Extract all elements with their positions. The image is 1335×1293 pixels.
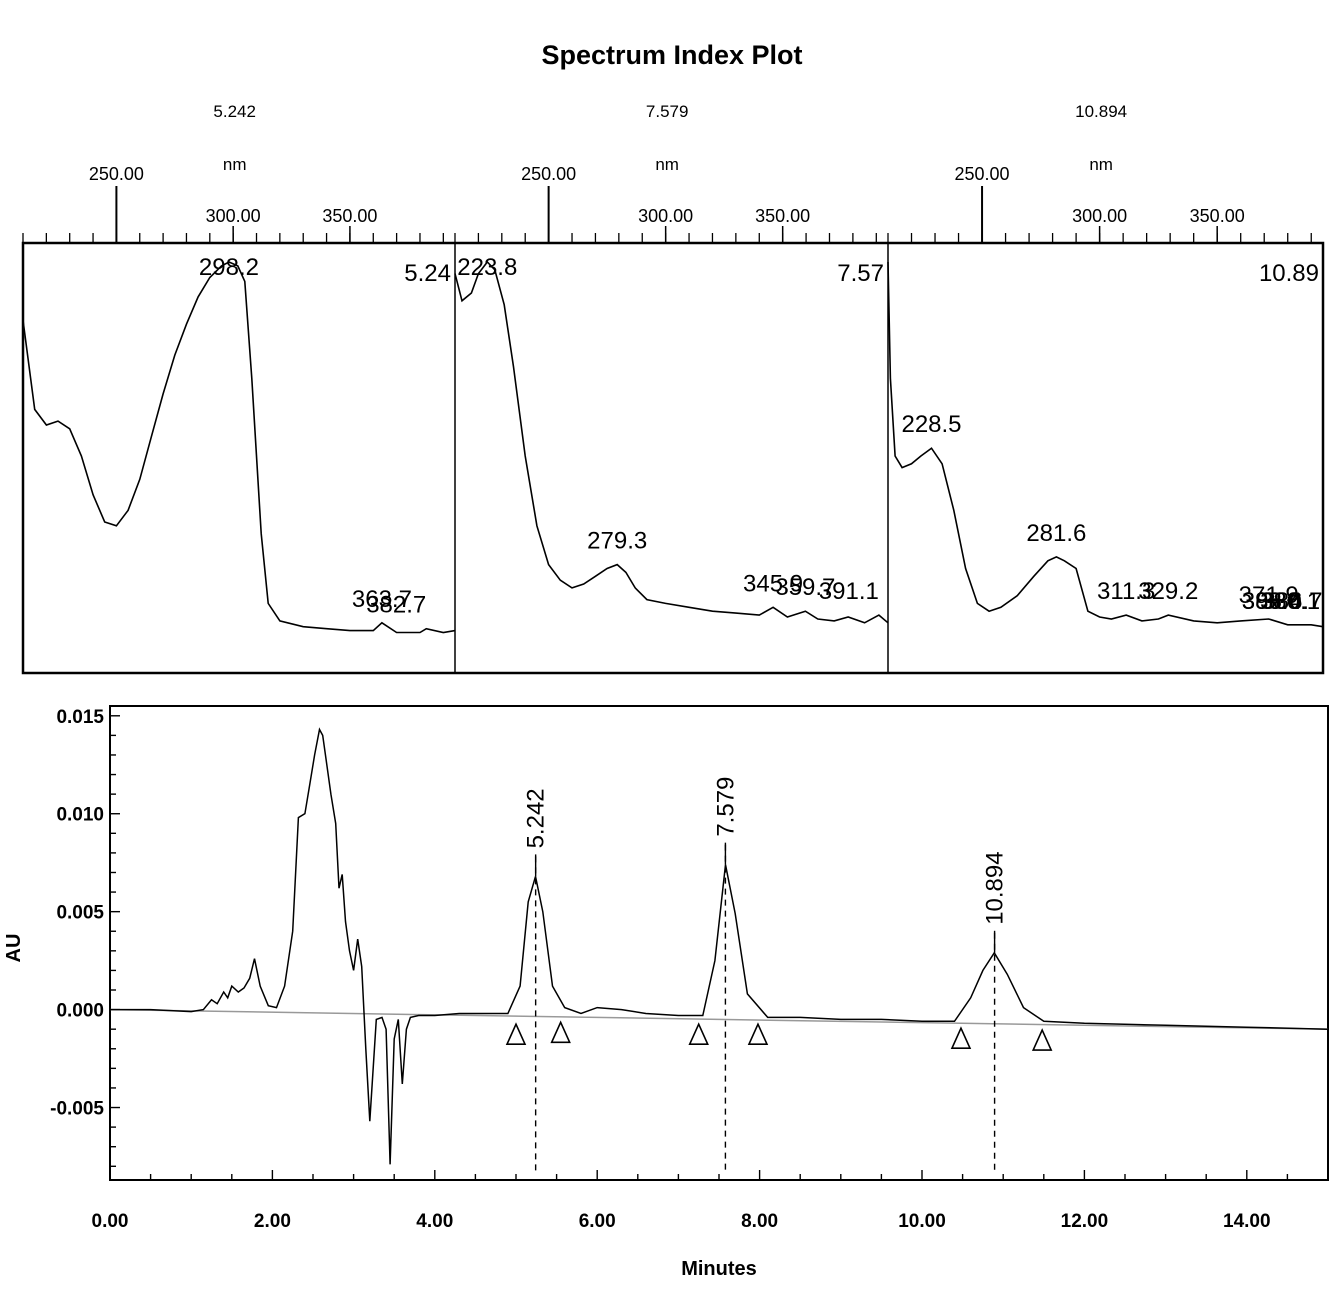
spectrum-tick-label: 300.00 xyxy=(638,206,693,226)
uv-spectrum-3: 10.894 nm 250.00 300.00 350.00 10.89 228.5 281.… xyxy=(887,102,1324,628)
spectrum-tick-label: 350.00 xyxy=(322,206,377,226)
spectrum-tick-label: 300.00 xyxy=(206,206,261,226)
spectrum-peak-label: 345.9 xyxy=(743,570,803,597)
spectrum-peak-label: 298.2 xyxy=(199,254,259,281)
spectrum-unit-label: nm xyxy=(655,155,679,174)
chrom-y-axis-title: AU xyxy=(3,934,25,963)
spectrum-peak-label: 388.0 xyxy=(1242,588,1302,615)
spectrum-corner-label: 10.89 xyxy=(1259,260,1319,287)
uv-spectrum-2: 7.579 nm 250.00 300.00 350.00 7.57 223.8 279.3 3… xyxy=(454,102,889,624)
chrom-y-tick-label: 0.015 xyxy=(56,707,104,728)
chrom-x-axis-title: Minutes xyxy=(681,1258,757,1280)
spectrum-tick-label: 300.00 xyxy=(1072,206,1127,226)
spectrum-corner-label: 7.57 xyxy=(837,260,884,287)
spectrum-tick-label: 350.00 xyxy=(755,206,810,226)
spectrum-peak-label: 363.7 xyxy=(352,586,412,613)
chromatogram-panel: 0.00 2.00 4.00 6.00 8.00 10.00 12.00 14.00 0.015… xyxy=(3,705,1329,1280)
spectrum-peak-label: 311.3 xyxy=(1097,578,1155,605)
spectrum-peak-label: 371.9 xyxy=(1239,582,1299,609)
chrom-x-tick-label: 10.00 xyxy=(898,1211,946,1232)
chrom-x-tick-label: 14.00 xyxy=(1223,1211,1271,1232)
spectrum-peak-label: 228.5 xyxy=(901,411,961,438)
spectrum-tick-label: 250.00 xyxy=(89,164,144,184)
spectrum-tick-label: 350.00 xyxy=(1190,206,1245,226)
chrom-baseline xyxy=(109,1008,1329,1030)
spectrum-peak-label: 391.1 xyxy=(819,578,879,605)
chrom-peak-label: 10.894 xyxy=(982,851,1009,924)
chrom-peak-label: 5.242 xyxy=(523,788,550,848)
chrom-y-tick-label: 0.000 xyxy=(56,1001,104,1022)
chrom-x-tick-label: 6.00 xyxy=(579,1211,616,1232)
chrom-y-tick-label: 0.005 xyxy=(56,903,104,924)
uv-spectrum-1: 5.242 nm 250.00 300.00 350.00 5.24 298.2 363.73… xyxy=(22,102,456,634)
spectrum-tick-label: 250.00 xyxy=(955,164,1010,184)
chrom-integration-marker xyxy=(1031,1028,1053,1051)
spectrum-time-header: 7.579 xyxy=(646,102,689,121)
chrom-peak-label: 7.579 xyxy=(712,777,739,837)
chrom-y-tick-label: 0.010 xyxy=(56,805,104,826)
spectrum-peak-label: 279.3 xyxy=(587,528,647,555)
spectrum-peak-label: 386.7 xyxy=(1262,588,1322,615)
chrom-y-tick-label: -0.005 xyxy=(50,1099,104,1120)
spectrum-trace xyxy=(887,261,1324,628)
chrom-integration-marker xyxy=(747,1022,769,1046)
spectrum-peak-label: 359.7 xyxy=(775,574,835,601)
spectrum-peak-label: 329.2 xyxy=(1138,578,1198,605)
spectrum-unit-label: nm xyxy=(1089,155,1113,174)
chart-title: Spectrum Index Plot xyxy=(541,40,802,70)
chrom-integration-marker xyxy=(950,1026,972,1049)
chrom-trace xyxy=(110,727,1329,1165)
chrom-x-tick-label: 0.00 xyxy=(92,1211,129,1232)
chrom-x-tick-label: 8.00 xyxy=(741,1211,778,1232)
spectrum-peak-label: 395.4 xyxy=(1242,588,1302,615)
chrom-integration-marker xyxy=(550,1020,571,1044)
spectrum-peak-label: 281.6 xyxy=(1026,520,1086,547)
spectrum-unit-label: nm xyxy=(223,155,247,174)
chrom-integration-marker xyxy=(505,1022,527,1046)
spectrum-peak-label: 223.8 xyxy=(457,254,517,281)
spectrum-trace xyxy=(22,261,456,634)
spectrum-peak-label: 382.7 xyxy=(366,592,426,619)
chrom-integration-marker xyxy=(688,1022,709,1046)
spectra-frame xyxy=(21,241,1325,675)
spectrum-tick-label: 250.00 xyxy=(521,164,576,184)
spectrum-trace xyxy=(454,260,889,624)
chrom-x-tick-label: 12.00 xyxy=(1061,1211,1109,1232)
chrom-x-tick-label: 4.00 xyxy=(416,1211,453,1232)
spectrum-peak-label: 380.1 xyxy=(1260,588,1320,615)
spectrum-corner-label: 5.24 xyxy=(404,260,451,287)
spectrum-time-header: 10.894 xyxy=(1075,102,1127,121)
spectrum-time-header: 5.242 xyxy=(213,102,256,121)
chrom-x-tick-label: 2.00 xyxy=(254,1211,291,1232)
